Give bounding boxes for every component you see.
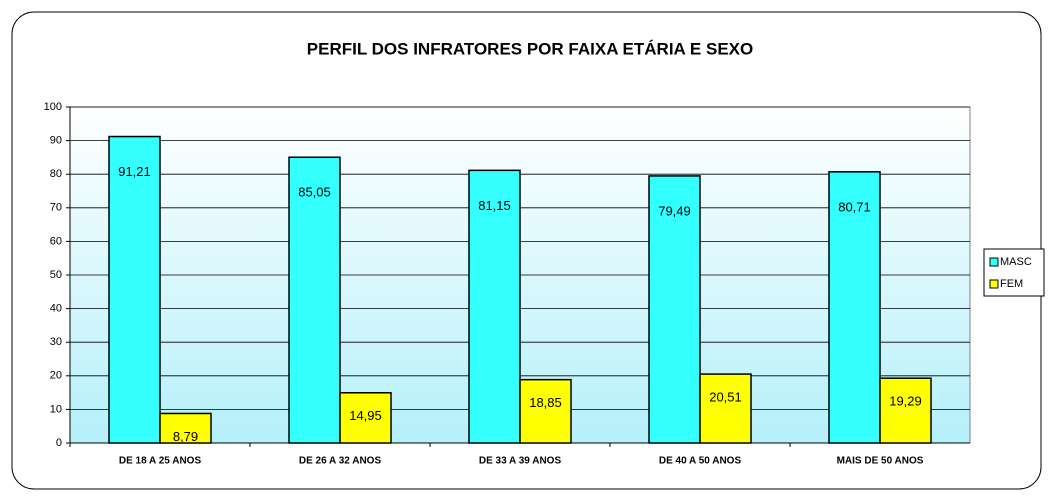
data-label: 81,15 bbox=[478, 198, 511, 213]
legend-label: MASC bbox=[1000, 256, 1032, 268]
legend-swatch bbox=[989, 279, 999, 289]
chart-title: PERFIL DOS INFRATORES POR FAIXA ETÁRIA E… bbox=[307, 39, 753, 58]
y-tick-label: 60 bbox=[50, 235, 62, 247]
x-tick-label: MAIS DE 50 ANOS bbox=[837, 456, 924, 467]
y-tick-label: 100 bbox=[44, 101, 62, 113]
bar bbox=[828, 171, 881, 444]
x-tick-label: DE 33 A 39 ANOS bbox=[479, 456, 562, 467]
data-label: 18,85 bbox=[529, 395, 562, 410]
bar bbox=[159, 412, 212, 444]
y-tick-label: 80 bbox=[50, 168, 62, 180]
data-label: 19,29 bbox=[889, 394, 922, 409]
x-tick-label: DE 26 A 32 ANOS bbox=[299, 456, 382, 467]
y-tick-label: 50 bbox=[50, 269, 62, 281]
data-label: 80,71 bbox=[838, 199, 871, 214]
data-label: 20,51 bbox=[709, 390, 742, 405]
y-tick-label: 10 bbox=[50, 403, 62, 415]
y-tick-label: 40 bbox=[50, 303, 62, 315]
legend-swatch bbox=[989, 257, 999, 267]
legend-label: FEM bbox=[1000, 278, 1023, 290]
data-label: 85,05 bbox=[298, 185, 331, 200]
y-tick-label: 0 bbox=[56, 437, 62, 449]
bar bbox=[879, 377, 932, 444]
data-label: 8,79 bbox=[173, 429, 198, 444]
x-tick-label: DE 18 A 25 ANOS bbox=[119, 456, 202, 467]
y-tick-label: 70 bbox=[50, 202, 62, 214]
y-tick-label: 90 bbox=[50, 135, 62, 147]
bar bbox=[519, 378, 572, 444]
y-tick-label: 20 bbox=[50, 370, 62, 382]
x-tick-label: DE 40 A 50 ANOS bbox=[659, 456, 742, 467]
data-label: 91,21 bbox=[118, 164, 151, 179]
data-label: 79,49 bbox=[658, 203, 691, 218]
data-label: 14,95 bbox=[349, 408, 382, 423]
bar bbox=[288, 156, 341, 444]
bar bbox=[108, 135, 161, 444]
y-tick-label: 30 bbox=[50, 336, 62, 348]
bar bbox=[648, 175, 701, 444]
bar bbox=[699, 373, 752, 444]
